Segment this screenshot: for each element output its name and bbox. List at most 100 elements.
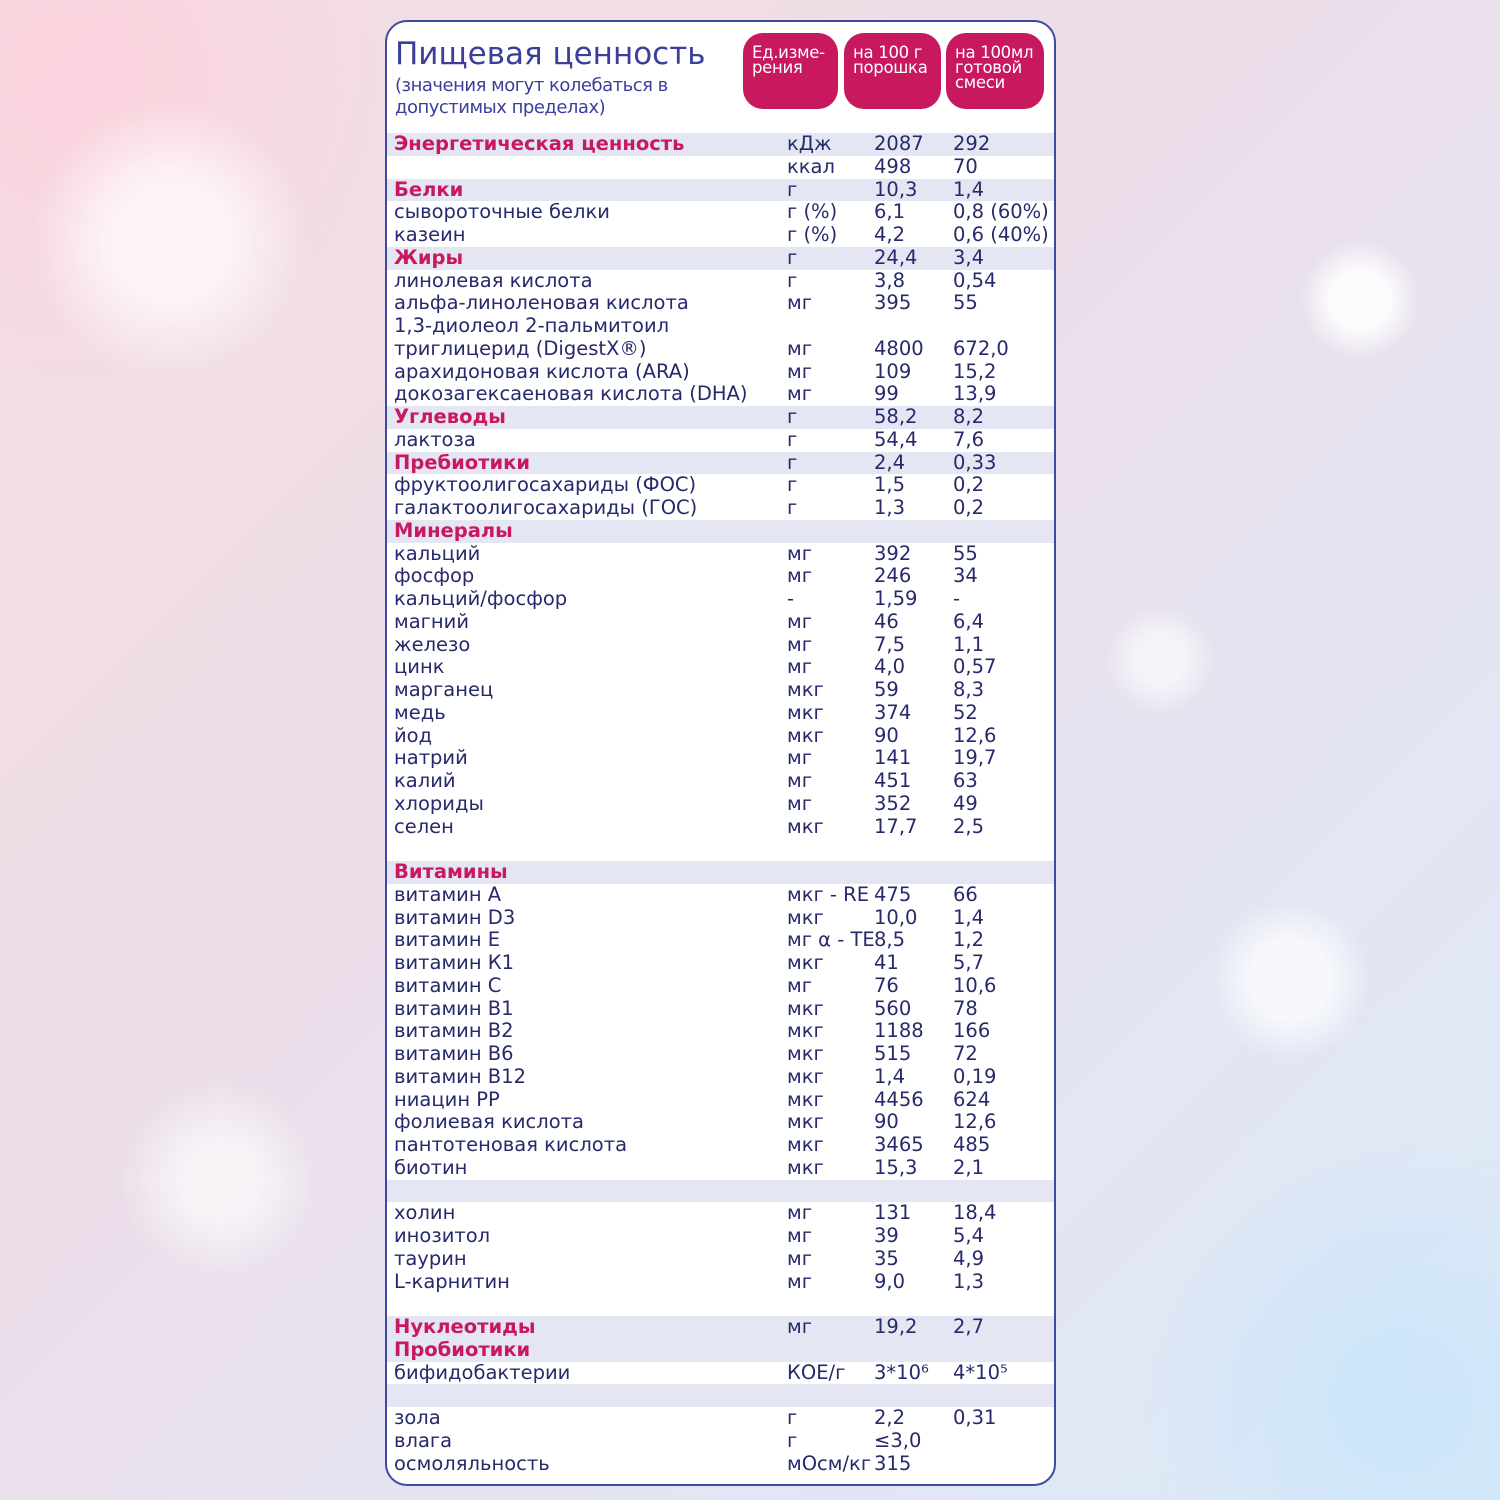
table-row: кальций мг 392 55 — [387, 541, 1054, 566]
value-per-100ml: 70 — [953, 154, 978, 178]
value-per-100ml: 7,6 — [953, 427, 985, 451]
table-row: витамин А мкг - RE 475 66 — [387, 883, 1054, 907]
table-row: триглицерид (DigestX®) мг 4800 672,0 — [387, 336, 1054, 361]
table-row: витамин D3 мкг 10,0 1,4 — [387, 905, 1054, 930]
value-per-100ml: 10,6 — [953, 973, 997, 997]
page-subtitle: (значения могут колебаться в допустимых … — [395, 75, 668, 118]
table-row: цинк мг 4,0 0,57 — [387, 655, 1054, 679]
value-per-100g: 2,4 — [874, 450, 906, 474]
value-per-100ml: 0,6 (40%) — [953, 223, 1049, 246]
value-per-100ml: 1,1 — [953, 632, 985, 656]
value-per-100ml: 0,31 — [953, 1406, 997, 1429]
value-per-100ml: 49 — [953, 791, 978, 815]
nutrient-name: фолиевая кислота — [394, 1110, 584, 1134]
table-row: йод мкг 90 12,6 — [387, 724, 1054, 748]
nutrient-name: Белки — [394, 177, 464, 201]
unit-cell: мкг — [787, 814, 824, 838]
value-per-100ml: 292 — [953, 132, 991, 155]
nutrient-name: витамин К1 — [394, 951, 515, 974]
unit-cell: мг — [787, 564, 812, 588]
table-row: бифидобактерии КОЕ/г 3*10⁶ 4*10⁵ — [387, 1361, 1054, 1385]
unit-cell: мкг — [787, 678, 824, 701]
page-title: Пищевая ценность — [395, 36, 706, 72]
value-per-100ml: 19,7 — [953, 746, 997, 770]
table-section-row: Минералы — [387, 519, 1054, 543]
table-row: пантотеновая кислота мкг 3465 485 — [387, 1133, 1054, 1157]
table-row: селен мкг 17,7 2,5 — [387, 814, 1054, 839]
table-row: медь мкг 374 52 — [387, 700, 1054, 725]
table-row: биотин мкг 15,3 2,1 — [387, 1156, 1054, 1180]
table-row: линолевая кислота г 3,8 0,54 — [387, 268, 1054, 293]
unit-cell: мг — [787, 1201, 812, 1225]
unit-cell: мг — [787, 1246, 812, 1270]
value-per-100g: 3465 — [874, 1133, 924, 1156]
table-section-row: Нуклеотиды мг 19,2 2,7 — [387, 1315, 1054, 1339]
value-per-100g: 131 — [874, 1201, 912, 1225]
unit-cell: мг — [787, 1224, 812, 1247]
table-row: ккал 498 70 — [387, 154, 1054, 179]
unit-cell: мкг — [787, 1019, 824, 1043]
value-per-100ml: 0,54 — [953, 268, 997, 292]
nutrient-name: фосфор — [394, 564, 475, 588]
nutrient-name: L-карнитин — [394, 1269, 510, 1293]
value-per-100ml: 4,9 — [953, 1246, 985, 1270]
nutrient-name: Витамины — [394, 860, 508, 883]
value-per-100g: 352 — [874, 791, 912, 815]
column-header-per-100g-powder: на 100 г порошка — [844, 33, 941, 109]
value-per-100ml: 2,7 — [953, 1315, 985, 1338]
nutrient-name: железо — [394, 632, 471, 656]
unit-cell: мг — [787, 541, 812, 565]
nutrient-name: Энергетическая ценность — [394, 132, 685, 155]
table-section-row: Белки г 10,3 1,4 — [387, 177, 1054, 202]
table-header: Пищевая ценность (значения могут колебат… — [387, 22, 1054, 144]
nutrient-name: витамин D3 — [394, 905, 516, 929]
unit-cell: мкг — [787, 1110, 824, 1134]
table-row: галактоолигосахариды (ГОС) г 1,3 0,2 — [387, 496, 1054, 520]
value-per-100ml: 1,4 — [953, 905, 985, 929]
unit-cell: г — [787, 177, 798, 201]
unit-cell: мг — [787, 336, 812, 360]
nutrient-name: фруктоолигосахариды (ФОС) — [394, 473, 697, 497]
table-section-row: Пробиотики — [387, 1338, 1054, 1362]
nutrient-name: линолевая кислота — [394, 268, 593, 292]
table-row: холин мг 131 18,4 — [387, 1201, 1054, 1225]
unit-cell: г — [787, 427, 798, 451]
nutrient-name: Углеводы — [394, 405, 506, 428]
value-per-100ml: 8,2 — [953, 405, 985, 428]
nutrient-name: медь — [394, 700, 446, 724]
nutrition-card: Пищевая ценность (значения могут колебат… — [385, 20, 1056, 1486]
table-row: марганец мкг 59 8,3 — [387, 678, 1054, 702]
value-per-100ml: 3,4 — [953, 245, 985, 269]
value-per-100ml: 0,8 (60%) — [953, 200, 1049, 224]
unit-cell: мкг — [787, 1133, 824, 1156]
value-per-100g: 6,1 — [874, 200, 906, 224]
nutrient-name: докозагексаеновая кислота (DHA) — [394, 382, 748, 406]
table-row: фруктоолигосахариды (ФОС) г 1,5 0,2 — [387, 473, 1054, 497]
nutrient-name: пантотеновая кислота — [394, 1133, 628, 1156]
table-row: фосфор мг 246 34 — [387, 564, 1054, 588]
nutrient-name: ниацин РР — [394, 1087, 500, 1111]
nutrient-name: холин — [394, 1201, 456, 1225]
table-section-row: Жиры г 24,4 3,4 — [387, 245, 1054, 270]
value-per-100ml: 0,57 — [953, 655, 997, 679]
table-row: хлориды мг 352 49 — [387, 791, 1054, 816]
table-section-row: Энергетическая ценность кДж 2087 292 — [387, 132, 1054, 156]
value-per-100ml: 0,19 — [953, 1064, 997, 1088]
table-row — [387, 1384, 1054, 1407]
unit-cell: мкг — [787, 1042, 824, 1065]
table-row — [387, 1179, 1054, 1203]
table-section-row: Витамины — [387, 860, 1054, 884]
value-per-100g: 1,3 — [874, 496, 906, 519]
nutrient-name: селен — [394, 814, 454, 838]
unit-cell: - — [787, 587, 795, 610]
nutrient-name: калий — [394, 769, 456, 792]
unit-cell: мкг — [787, 905, 824, 929]
value-per-100g: 560 — [874, 996, 912, 1020]
value-per-100g: 9,0 — [874, 1269, 906, 1293]
value-per-100ml: - — [953, 587, 961, 610]
table-row: кальций/фосфор - 1,59 - — [387, 587, 1054, 611]
table-row: инозитол мг 39 5,4 — [387, 1224, 1054, 1248]
value-per-100g: 8,5 — [874, 928, 906, 952]
table-row: витамин В1 мкг 560 78 — [387, 996, 1054, 1021]
value-per-100ml: 13,9 — [953, 382, 997, 406]
